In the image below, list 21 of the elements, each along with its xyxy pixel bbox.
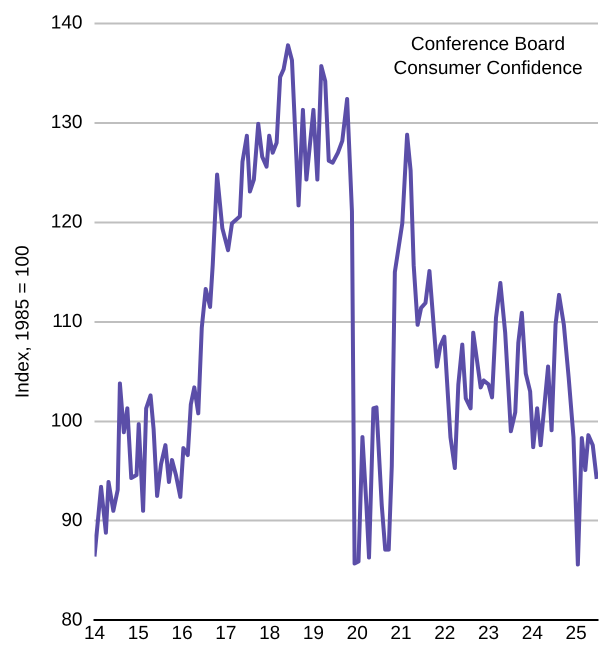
y-tick-label: 140 [50, 12, 82, 34]
x-tick-label: 15 [128, 622, 149, 644]
y-tick-label: 80 [61, 609, 82, 630]
y-tick-label: 90 [61, 510, 82, 531]
x-tick-label: 22 [434, 622, 456, 644]
y-tick-label: 130 [50, 112, 82, 134]
x-tick-label: 21 [390, 622, 412, 644]
y-tick-label: 100 [50, 410, 82, 432]
x-tick-label: 18 [259, 622, 280, 644]
x-tick-label: 16 [171, 622, 193, 644]
annotation: Conference Board Consumer Confidence [393, 34, 583, 80]
x-tick-label: 19 [302, 622, 324, 644]
x-tick-label: 23 [478, 622, 500, 644]
y-tick-label: 110 [52, 311, 82, 332]
x-tick-label: 20 [346, 622, 368, 644]
y-axis-title: Index, 1985 = 100 [12, 245, 34, 398]
x-tick-label: 17 [215, 622, 236, 644]
x-tick-label: 24 [522, 622, 544, 644]
y-tick-label: 120 [50, 212, 82, 233]
x-tick-label: 14 [84, 622, 106, 644]
x-tick-label: 25 [566, 622, 587, 644]
